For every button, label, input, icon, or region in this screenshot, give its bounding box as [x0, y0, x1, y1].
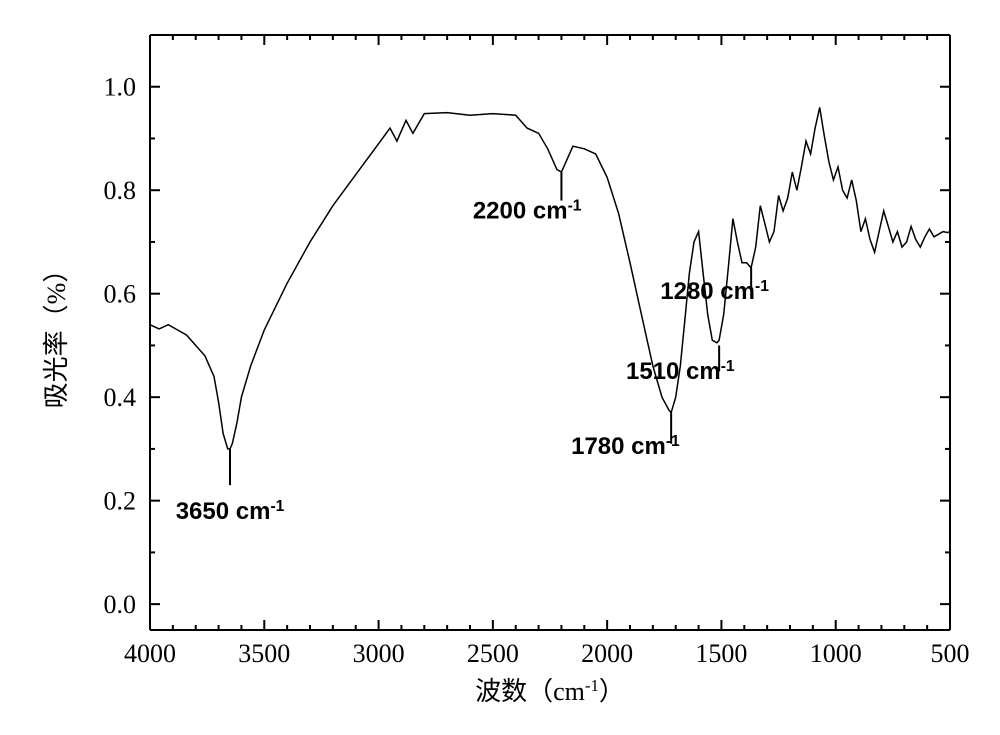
x-axis-title: 波数（cm-1） — [475, 676, 625, 707]
peak-annotation-3650: 3650 cm-1 — [176, 497, 285, 525]
svg-text:0.8: 0.8 — [104, 176, 137, 205]
svg-text:4000: 4000 — [124, 639, 176, 668]
svg-text:0.6: 0.6 — [104, 280, 137, 309]
peak-annotation-1510: 1510 cm-1 — [626, 358, 735, 386]
svg-text:0.0: 0.0 — [104, 590, 137, 619]
y-axis-title: 吸光率（%） — [42, 257, 71, 409]
svg-text:0.4: 0.4 — [104, 383, 137, 412]
svg-text:2000: 2000 — [581, 639, 633, 668]
svg-text:3000: 3000 — [353, 639, 405, 668]
peak-annotation-2200: 2200 cm-1 — [473, 197, 582, 225]
peak-annotation-1370: 1280 cm-1 — [660, 277, 769, 305]
svg-text:1500: 1500 — [695, 639, 747, 668]
spectrum-line — [150, 107, 950, 449]
svg-text:500: 500 — [931, 639, 970, 668]
ir-spectrum-chart: 4000 3500 3000 2500 2000 1500 1000 500 0.0 0.2 0.4… — [0, 0, 1000, 735]
peak-annotation-1720: 1780 cm-1 — [571, 433, 680, 461]
svg-text:1000: 1000 — [810, 639, 862, 668]
svg-text:3500: 3500 — [238, 639, 290, 668]
svg-text:1.0: 1.0 — [104, 73, 137, 102]
chart-svg: 4000 3500 3000 2500 2000 1500 1000 500 0.0 0.2 0.4… — [0, 0, 1000, 735]
svg-text:0.2: 0.2 — [104, 487, 137, 516]
svg-text:2500: 2500 — [467, 639, 519, 668]
